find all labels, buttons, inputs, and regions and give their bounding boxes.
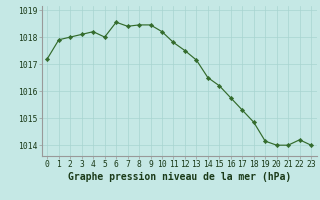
- X-axis label: Graphe pression niveau de la mer (hPa): Graphe pression niveau de la mer (hPa): [68, 172, 291, 182]
